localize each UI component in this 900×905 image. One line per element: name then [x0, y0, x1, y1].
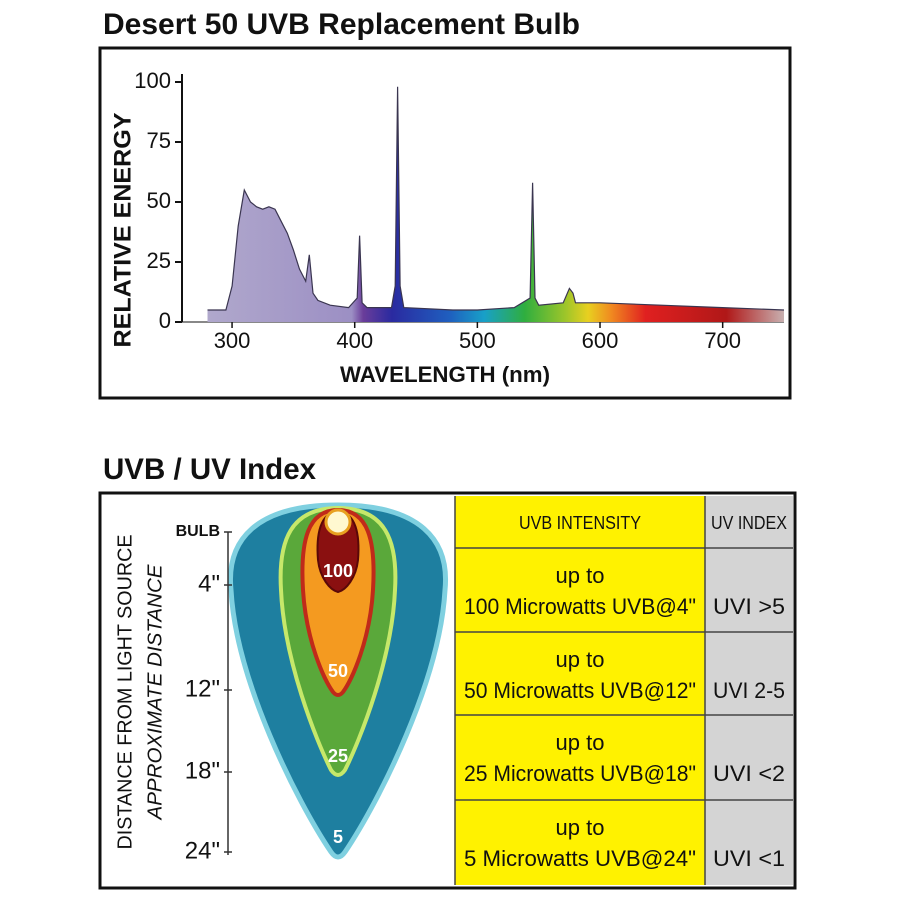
index-frame [98, 491, 797, 890]
zone-label: 100 [323, 561, 353, 581]
intensity-line: 100 Microwatts UVB@4" [464, 594, 696, 619]
uv-index-value: UVI <1 [713, 846, 785, 871]
intensity-line: up to [556, 815, 605, 840]
y-tick-label: 75 [147, 128, 171, 153]
intensity-line: 5 Microwatts UVB@24" [464, 846, 696, 871]
distance-label: 12" [185, 675, 220, 702]
y-tick-label: 25 [147, 248, 171, 273]
spectrum-area [207, 86, 784, 322]
distance-axis-sublabel: APPROXIMATE DISTANCE [144, 564, 166, 821]
index-column [705, 496, 793, 885]
intensity-line: 50 Microwatts UVB@12" [464, 678, 696, 703]
x-tick-label: 700 [704, 328, 741, 353]
x-axis-label: WAVELENGTH (nm) [340, 362, 550, 387]
uv-index-value: UVI <2 [713, 761, 785, 786]
y-tick-label: 50 [147, 188, 171, 213]
table-grid [454, 496, 793, 885]
distance-label: 24" [185, 837, 220, 864]
intensity-line: up to [556, 730, 605, 755]
uv-zones [227, 502, 449, 860]
intensity-line: up to [556, 647, 605, 672]
x-tick-label: 400 [336, 328, 373, 353]
zone-label: 25 [328, 746, 348, 766]
uv-index-value: UVI >5 [713, 594, 785, 619]
x-tick-label: 300 [214, 328, 251, 353]
x-tick-label: 600 [582, 328, 619, 353]
zone-label: 5 [333, 827, 343, 847]
table-header: UVB INTENSITY [519, 513, 641, 533]
table-header: UV INDEX [711, 513, 787, 533]
x-tick-label: 500 [459, 328, 496, 353]
y-tick-label: 100 [134, 68, 171, 93]
intensity-line: up to [556, 563, 605, 588]
zone-label: 50 [328, 661, 348, 681]
intensity-column [455, 496, 705, 885]
distance-label: 4" [198, 570, 220, 597]
y-axis-label: RELATIVE ENERGY [109, 113, 136, 348]
intensity-line: 25 Microwatts UVB@18" [464, 761, 696, 786]
chart-title: Desert 50 UVB Replacement Bulb [103, 8, 580, 41]
chart-frame [98, 46, 792, 400]
distance-axis-label: DISTANCE FROM LIGHT SOURCE [114, 535, 136, 850]
distance-label: 18" [185, 757, 220, 784]
index-title: UVB / UV Index [103, 453, 316, 486]
uv-index-value: UVI 2-5 [713, 678, 785, 703]
distance-label: BULB [176, 523, 220, 540]
spectrum-line [207, 86, 785, 311]
y-tick-label: 0 [159, 308, 171, 333]
